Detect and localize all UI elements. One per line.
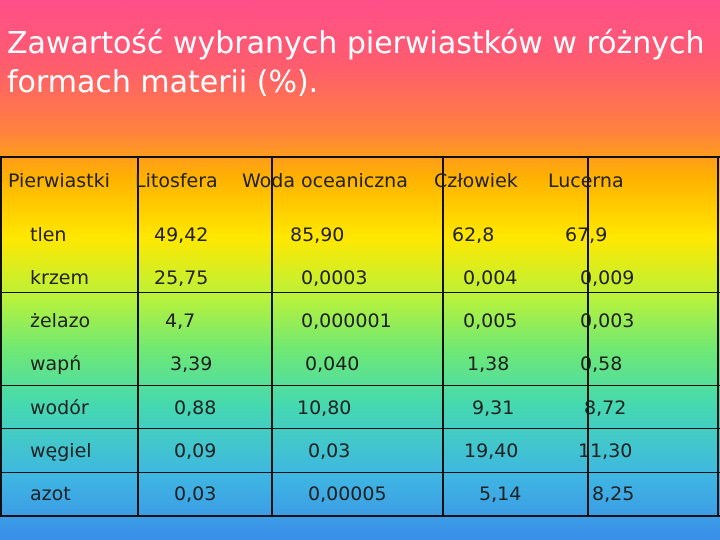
table-border-left xyxy=(0,156,2,517)
table-cell-human: 1,38 xyxy=(467,353,510,375)
table-cell-lithosphere: 49,42 xyxy=(154,224,209,246)
table-cell-human: 0,005 xyxy=(463,310,518,332)
table-cell-element: wapń xyxy=(30,353,82,375)
table-cell-lithosphere: 0,09 xyxy=(174,440,217,462)
row-divider xyxy=(0,385,720,386)
table-cell-ocean-water: 0,0003 xyxy=(301,267,368,289)
table-cell-human: 0,004 xyxy=(463,267,518,289)
table-cell-human: 62,8 xyxy=(452,224,495,246)
table-cell-ocean-water: 0,03 xyxy=(308,440,351,462)
table-cell-element: wodór xyxy=(30,397,89,419)
table-cell-alfalfa: 8,25 xyxy=(592,483,635,505)
table-cell-alfalfa: 0,003 xyxy=(580,310,635,332)
table-cell-human: 9,31 xyxy=(472,397,515,419)
table-border-right xyxy=(717,156,719,517)
table-cell-ocean-water: 10,80 xyxy=(297,397,352,419)
table-cell-lithosphere: 0,03 xyxy=(174,483,217,505)
table-cell-alfalfa: 0,009 xyxy=(580,267,635,289)
row-divider xyxy=(0,472,720,473)
column-header-element: Pierwiastki xyxy=(8,170,110,192)
table-cell-ocean-water: 0,00005 xyxy=(308,483,387,505)
table-cell-alfalfa: 67,9 xyxy=(565,224,608,246)
row-divider xyxy=(0,292,720,293)
table-cell-element: azot xyxy=(30,483,71,505)
table-cell-ocean-water: 0,000001 xyxy=(301,310,392,332)
table-cell-ocean-water: 85,90 xyxy=(290,224,345,246)
column-header-lithosphere: Litosfera xyxy=(135,170,218,192)
column-divider xyxy=(587,156,589,517)
table-cell-human: 5,14 xyxy=(479,483,522,505)
table-cell-lithosphere: 3,39 xyxy=(170,353,213,375)
table-cell-element: krzem xyxy=(30,267,89,289)
table-cell-lithosphere: 4,7 xyxy=(165,310,196,332)
table-border-bottom xyxy=(0,515,720,517)
table-cell-element: żelazo xyxy=(30,310,91,332)
slide-title-line-2: formach materii (%). xyxy=(7,65,319,100)
table-cell-alfalfa: 0,58 xyxy=(580,353,623,375)
row-divider xyxy=(0,428,720,429)
column-divider xyxy=(271,156,273,517)
slide-title-line-1: Zawartość wybranych pierwiastków w różny… xyxy=(7,26,705,61)
table-cell-lithosphere: 0,88 xyxy=(174,397,217,419)
column-header-alfalfa: Lucerna xyxy=(548,170,624,192)
table-cell-element: węgiel xyxy=(30,440,92,462)
table-cell-element: tlen xyxy=(30,224,67,246)
column-divider xyxy=(442,156,444,517)
table-cell-alfalfa: 11,30 xyxy=(578,440,633,462)
column-header-human: Człowiek xyxy=(434,170,518,192)
column-header-ocean-water: Woda oceaniczna xyxy=(242,170,408,192)
table-cell-ocean-water: 0,040 xyxy=(305,353,360,375)
table-cell-lithosphere: 25,75 xyxy=(154,267,209,289)
table-cell-human: 19,40 xyxy=(464,440,519,462)
slide-title: Zawartość wybranych pierwiastków w różny… xyxy=(7,24,713,102)
column-divider xyxy=(137,156,139,517)
table-border-top xyxy=(0,156,720,158)
table-cell-alfalfa: 8,72 xyxy=(584,397,627,419)
